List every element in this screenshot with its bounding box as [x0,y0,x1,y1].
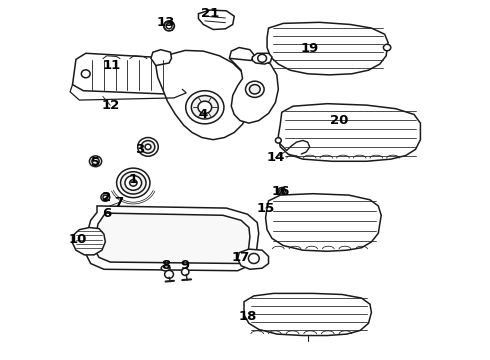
Ellipse shape [138,138,158,156]
Text: 21: 21 [200,7,219,20]
Text: 2: 2 [102,191,111,204]
Text: 8: 8 [161,259,170,272]
Ellipse shape [198,101,212,113]
Ellipse shape [117,168,150,198]
Polygon shape [244,293,371,336]
Polygon shape [229,54,278,123]
Polygon shape [266,194,381,251]
Text: 18: 18 [238,310,257,323]
Polygon shape [278,104,420,161]
Ellipse shape [92,158,99,165]
Text: 19: 19 [300,42,319,55]
Ellipse shape [161,265,170,271]
Ellipse shape [248,253,259,264]
Ellipse shape [384,44,391,51]
Ellipse shape [258,54,267,62]
Ellipse shape [81,70,90,78]
Ellipse shape [278,188,285,194]
Text: 1: 1 [129,173,138,186]
Ellipse shape [121,172,146,194]
Text: 10: 10 [68,233,87,246]
Polygon shape [229,48,255,60]
Polygon shape [267,22,388,75]
Ellipse shape [192,95,219,119]
Text: 14: 14 [266,151,285,164]
Ellipse shape [90,156,102,167]
Text: 20: 20 [330,114,348,127]
Text: 3: 3 [135,143,144,156]
Ellipse shape [101,193,110,201]
Polygon shape [96,213,250,264]
Text: 12: 12 [101,99,120,112]
Text: 13: 13 [156,16,175,29]
Polygon shape [73,53,187,94]
Ellipse shape [165,270,173,278]
Text: 11: 11 [102,59,121,72]
Ellipse shape [145,144,151,150]
Ellipse shape [182,268,189,275]
Ellipse shape [275,138,281,143]
Text: 9: 9 [181,259,190,272]
Ellipse shape [130,180,137,186]
Ellipse shape [280,189,284,193]
Text: 5: 5 [91,156,100,169]
Text: 6: 6 [102,207,111,220]
Polygon shape [156,50,252,140]
Polygon shape [86,206,259,271]
Ellipse shape [245,81,264,97]
Polygon shape [238,249,269,269]
Ellipse shape [103,195,108,199]
Ellipse shape [125,175,142,190]
Polygon shape [252,53,272,64]
Ellipse shape [249,85,260,94]
Ellipse shape [186,91,224,124]
Polygon shape [73,228,105,255]
Polygon shape [198,10,234,30]
Text: 7: 7 [114,196,123,209]
Text: 15: 15 [256,202,275,215]
Ellipse shape [166,23,172,29]
Text: 17: 17 [232,251,250,264]
Text: 4: 4 [199,108,208,121]
Ellipse shape [164,21,174,31]
Polygon shape [151,50,171,66]
Text: 16: 16 [271,185,290,198]
Ellipse shape [141,140,155,153]
